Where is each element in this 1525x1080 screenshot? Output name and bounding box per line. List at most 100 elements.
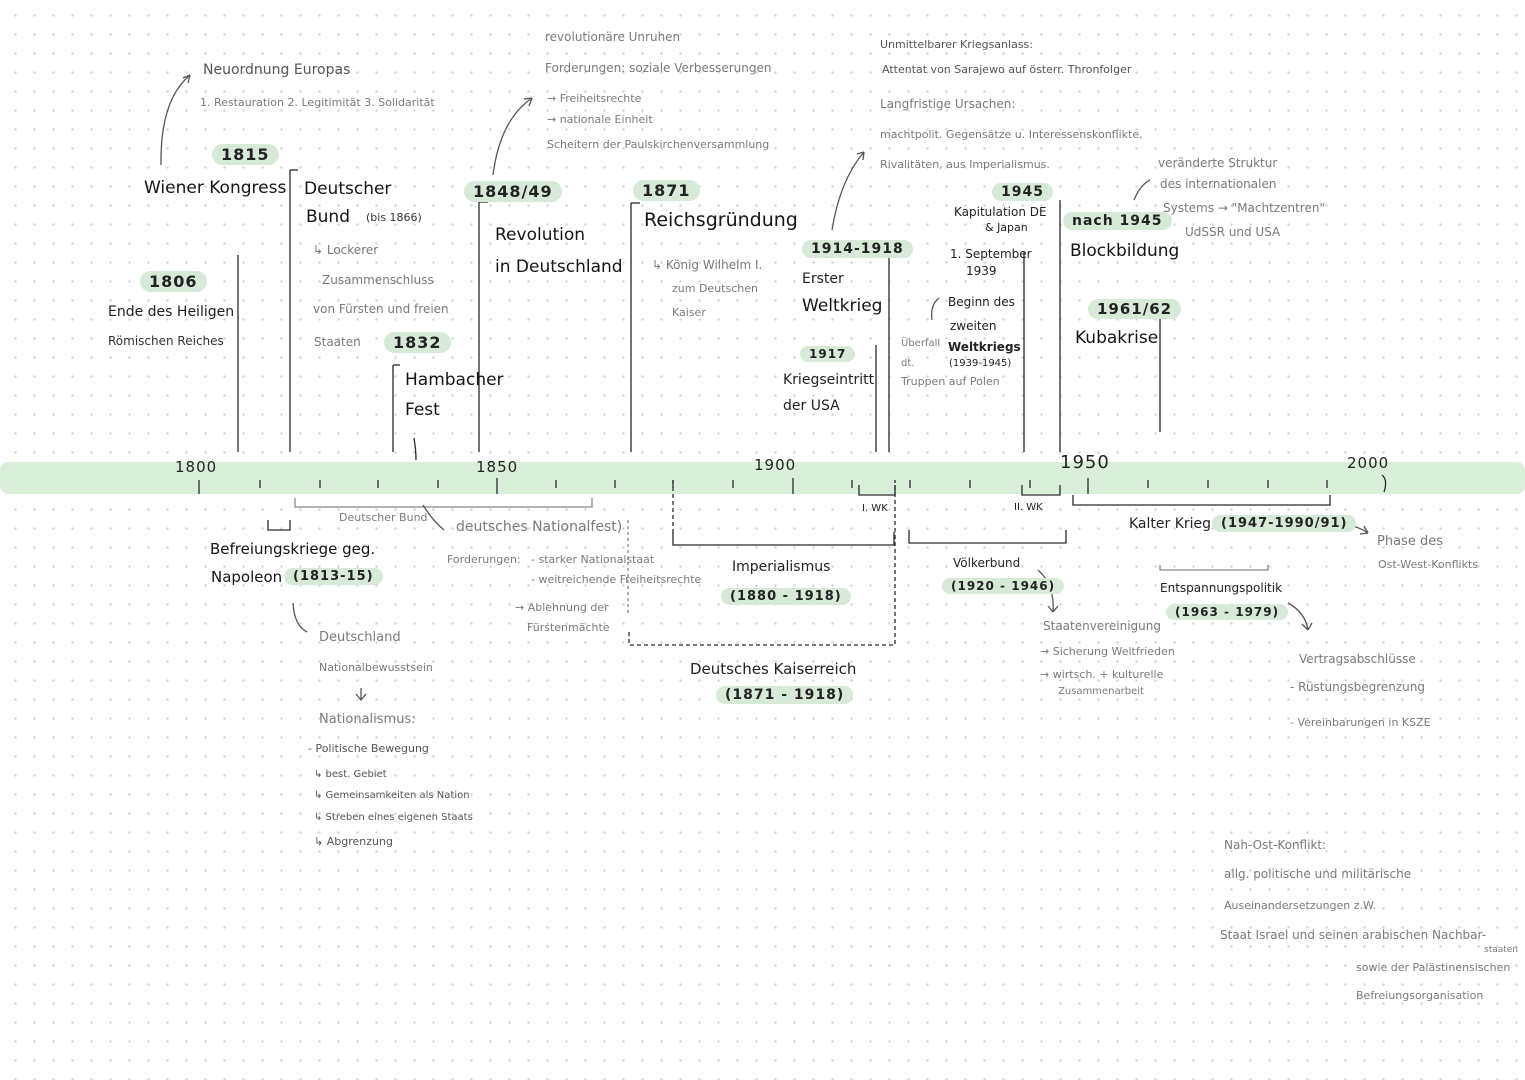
bund-line2: Bund [306, 207, 351, 227]
voelkerbund-desc1: Staatenvereinigung [1043, 619, 1161, 633]
wk2-start1: 1. September [950, 247, 1032, 261]
usa-entry-line1: Kriegseintritt [783, 372, 875, 388]
nahost-line5: staaten [1484, 945, 1519, 955]
imperialismus-label: Imperialismus [732, 559, 831, 575]
nationalism-line1: Deutschland [319, 630, 401, 645]
voelkerbund-desc3: → wirtsch. + kulturelle [1040, 668, 1164, 681]
nationalfest-item4: Fürstenmächte [527, 621, 610, 634]
wiener-kongress-title: Wiener Kongress [144, 178, 287, 198]
hrr-line2: Römischen Reiches [108, 334, 224, 348]
nahost-line6: sowie der Palästinensischen [1356, 961, 1511, 974]
wk2-begin4: (1939-1945) [949, 358, 1012, 369]
revolution-note3: → Freiheitsrechte [547, 92, 642, 105]
nahost-line4: Staat Israel und seinen arabischen Nachb… [1220, 928, 1487, 942]
nationalism-line2: Nationalbewusstsein [319, 661, 433, 674]
deutscher-bund-span-label: Deutscher Bund [339, 511, 428, 524]
kalter-krieg-years: (1947-1990/91) [1212, 515, 1357, 532]
voelkerbund-years: (1920 - 1946) [942, 578, 1065, 594]
year-1832: 1832 [384, 332, 451, 353]
axis-tick-1950: 1950 [1060, 452, 1110, 473]
wk2-begin1: Beginn des [948, 295, 1015, 309]
axis-tick-2000: 2000 [1347, 454, 1390, 472]
year-1961-62: 1961/62 [1088, 299, 1182, 319]
nationalism-line3: Nationalismus: [319, 712, 416, 727]
wk1-cause1: Unmittelbarer Kriegsanlass: [880, 38, 1033, 51]
revolution-note4: → nationale Einheit [547, 113, 653, 126]
nationalism-line4: - Politische Bewegung [308, 742, 429, 755]
axis-tick-1800: 1800 [175, 458, 218, 476]
year-nach-1945: nach 1945 [1063, 212, 1172, 230]
entspannung-years: (1963 - 1979) [1166, 604, 1289, 620]
bund-desc2: Zusammenschluss [322, 273, 434, 287]
wk2-start2: 1939 [966, 264, 997, 278]
wk1-cause2: Attentat von Sarajewo auf österr. Thronf… [882, 63, 1132, 76]
nationalfest-title: deutsches Nationalfest) [456, 519, 623, 535]
axis-tick-1850: 1850 [476, 458, 519, 476]
neuordnung-europas: Neuordnung Europas [203, 62, 351, 78]
year-1917: 1917 [800, 346, 856, 362]
voelkerbund-label: Völkerbund [953, 556, 1021, 570]
year-1871: 1871 [633, 180, 700, 201]
bund-desc4: Staaten [314, 335, 361, 349]
nahost-line3: Auseinandersetzungen z.W. [1224, 899, 1377, 912]
nahost-line2: allg. politische und militärische [1224, 867, 1412, 881]
nationalfest-item3: → Ablehnung der [515, 601, 609, 614]
entspannung-desc1: Vertragsabschlüsse [1299, 652, 1416, 666]
nationalism-line8: ↳ Abgrenzung [314, 835, 393, 848]
block-struct4: UdSSR und USA [1185, 225, 1281, 239]
wk2-overfall1: Überfall [901, 338, 941, 349]
wiener-principles: 1. Restauration 2. Legitimität 3. Solida… [200, 96, 435, 109]
kapitulation1: Kapitulation DE [954, 205, 1047, 219]
wk1-cause5: Rivalitäten, aus Imperialismus. [880, 158, 1050, 171]
reich-desc2: zum Deutschen [672, 282, 758, 295]
befreiungskriege-line1: Befreiungskriege geg. [210, 540, 376, 558]
wk2-overfall2: dt. [901, 358, 915, 369]
bund-desc3: von Fürsten und freien [313, 302, 449, 316]
hambach-line2: Fest [405, 400, 440, 420]
voelkerbund-desc2: → Sicherung Weltfrieden [1040, 645, 1175, 658]
befreiungskriege-years: (1813-15) [284, 568, 383, 585]
nahost-title: Nah-Ost-Konflikt: [1224, 838, 1327, 852]
nationalfest-item2: - weitreichende Freiheitsrechte [531, 573, 702, 586]
kaiserreich-label: Deutsches Kaiserreich [690, 660, 857, 678]
revolution-line1: Revolution [495, 225, 586, 245]
nahost-line7: Befreiungsorganisation [1356, 989, 1484, 1002]
nationalfest-item1: - starker Nationalstaat [531, 553, 655, 566]
usa-entry-line2: der USA [783, 398, 840, 414]
bund-desc1: ↳ Lockerer [313, 243, 379, 257]
nationalism-line7: ↳ Streben eines eigenen Staats [314, 812, 473, 823]
entspannung-label: Entspannungspolitik [1160, 581, 1283, 595]
wk1-line1: Erster [802, 271, 844, 287]
reich-desc3: Kaiser [672, 306, 706, 319]
wk2-overfall3: Truppen auf Polen [901, 375, 1000, 388]
wk1-cause4: machtpolit. Gegensätze u. Interessenskon… [880, 128, 1143, 141]
timeline-band [0, 462, 1525, 494]
nationalfest-forderungen: Forderungen: [447, 553, 521, 566]
kapitulation2: & Japan [985, 221, 1028, 234]
blockbildung-title: Blockbildung [1070, 241, 1180, 261]
year-1945: 1945 [992, 183, 1053, 201]
year-1815: 1815 [212, 144, 279, 165]
reich-desc1: ↳ König Wilhelm I. [652, 258, 763, 272]
kaiserreich-years: (1871 - 1918) [716, 686, 854, 704]
block-struct3: Systems → "Machtzentren" [1163, 201, 1325, 215]
year-1806: 1806 [140, 271, 207, 292]
wk1-short-label: I. WK [862, 503, 888, 514]
nationalism-line6: ↳ Gemeinsamkeiten als Nation [314, 790, 470, 801]
revolution-note1: revolutionäre Unruhen [545, 30, 681, 44]
year-1848-49: 1848/49 [464, 181, 562, 202]
bund-line1: Deutscher [304, 179, 392, 199]
wk2-begin2: zweiten [950, 319, 997, 333]
wk2-begin3: Weltkriegs [948, 340, 1021, 354]
hrr-line1: Ende des Heiligen [108, 304, 235, 320]
entspannung-desc2: - Rüstungsbegrenzung [1290, 680, 1425, 694]
reichsgruendung-title: Reichsgründung [644, 209, 798, 231]
hambach-line1: Hambacher [405, 370, 504, 390]
wk1-line2: Weltkrieg [802, 296, 883, 316]
wk1-cause3: Langfristige Ursachen: [880, 97, 1016, 111]
year-1914-1918: 1914-1918 [802, 240, 913, 258]
revolution-line2: in Deutschland [495, 257, 623, 277]
block-struct2: des internationalen [1160, 177, 1277, 191]
phase-line1: Phase des [1377, 534, 1443, 549]
